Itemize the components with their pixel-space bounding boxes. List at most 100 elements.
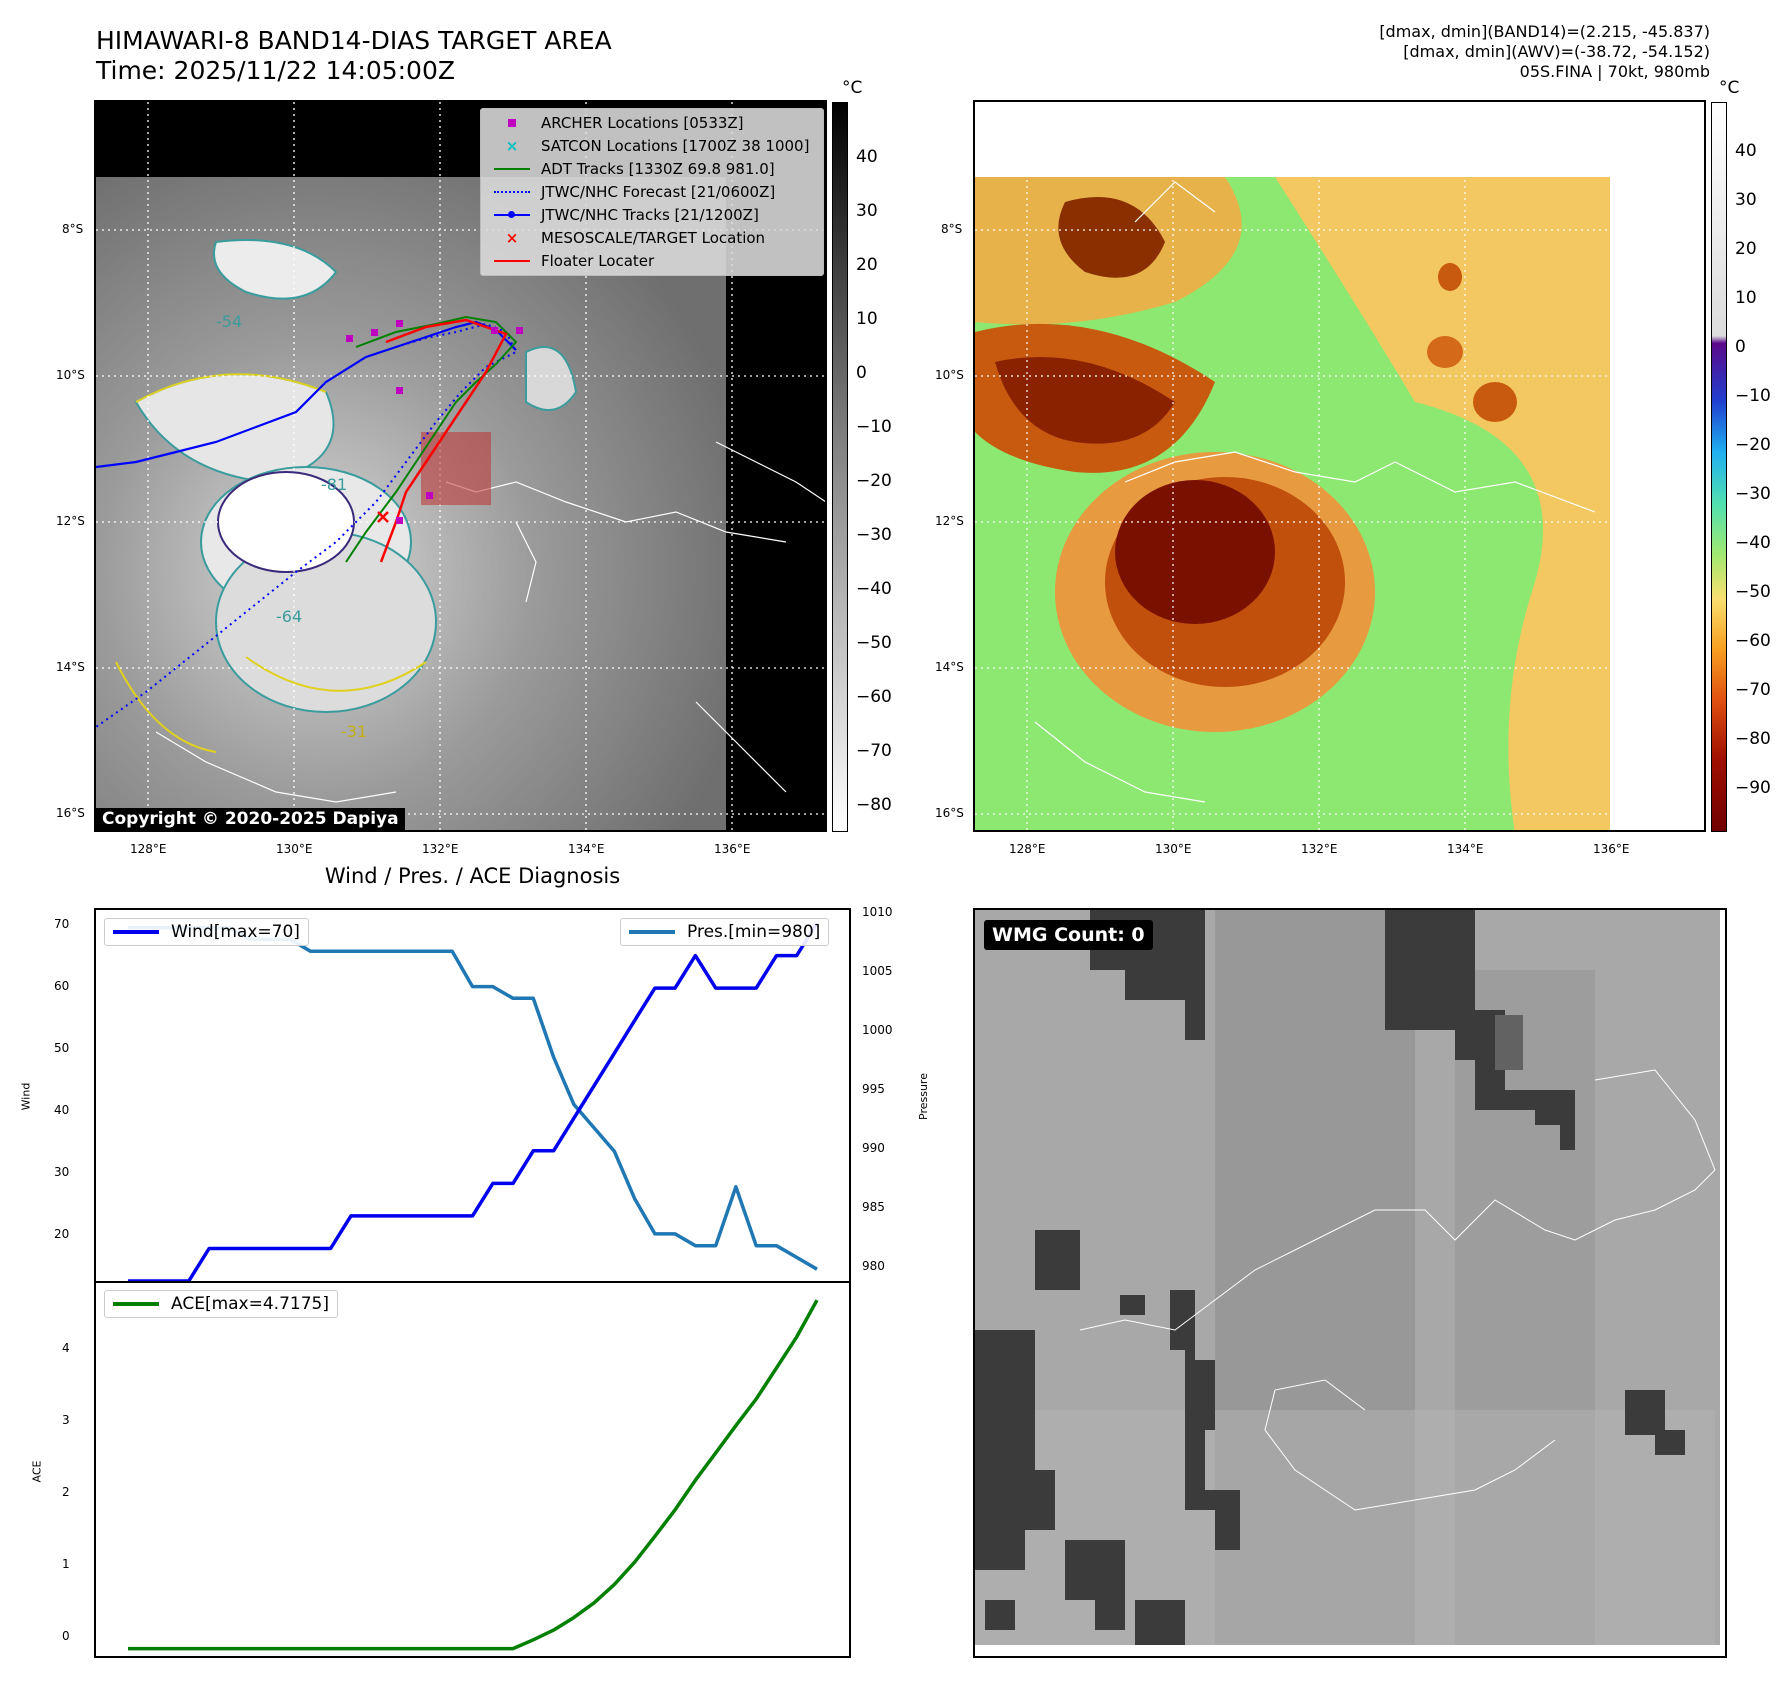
colorbar-tick: −90: [1735, 778, 1771, 798]
ir-color-map: [973, 100, 1706, 832]
pressure-legend: Pres.[min=980]: [620, 918, 830, 946]
colorbar-tick: −10: [856, 417, 892, 437]
wind-series-line: [128, 922, 819, 1281]
wind-axis-label: Wind: [19, 1082, 33, 1111]
title-line-1: HIMAWARI-8 BAND14-DIAS TARGET AREA: [96, 26, 612, 55]
lon-tick: 134°E: [568, 842, 605, 856]
legend-item-archer: ARCHER Locations [0533Z]: [493, 112, 744, 134]
lat-tick: 16°S: [935, 806, 964, 820]
pressure-tick: 1010: [862, 905, 893, 919]
lat-tick: 8°S: [941, 222, 963, 236]
square-marker-icon: [493, 113, 531, 133]
legend-label-target: MESOSCALE/TARGET Location: [541, 229, 766, 247]
colorbar-tick: 20: [856, 255, 878, 275]
archer-markers: [346, 320, 523, 524]
colorbar-tick: 10: [1735, 288, 1757, 308]
color-map-image: [975, 102, 1704, 830]
ace-panel: [94, 1281, 851, 1658]
colorbar-tick: −10: [1735, 386, 1771, 406]
info-line-2: [dmax, dmin](AWV)=(-38.72, -54.152): [1403, 42, 1710, 61]
legend-label-adt: ADT Tracks [1330Z 69.8 981.0]: [541, 160, 775, 178]
title-line-2: Time: 2025/11/22 14:05:00Z: [96, 56, 455, 85]
wind-pressure-plot: [128, 922, 819, 1281]
pressure-tick: 990: [862, 1141, 885, 1155]
ace-legend-label: ACE[max=4.7175]: [171, 1294, 329, 1314]
lon-tick: 132°E: [1301, 842, 1338, 856]
lat-tick: 14°S: [935, 660, 964, 674]
colorbar-tick: −20: [856, 471, 892, 491]
legend-item-target: × MESOSCALE/TARGET Location: [493, 227, 765, 249]
legend-item-jtwc-tracks: JTWC/NHC Tracks [21/1200Z]: [493, 204, 759, 226]
legend-label-forecast: JTWC/NHC Forecast [21/0600Z]: [541, 183, 776, 201]
legend-label-jtwc-tracks: JTWC/NHC Tracks [21/1200Z]: [541, 206, 759, 224]
colorbar-tick: −60: [856, 687, 892, 707]
copyright-badge: Copyright © 2020-2025 Dapiya: [96, 808, 405, 830]
colorbar-tick: 30: [1735, 190, 1757, 210]
lat-tick: 12°S: [56, 514, 85, 528]
colorbar-tick: −50: [856, 633, 892, 653]
colorbar-tick: 20: [1735, 239, 1757, 259]
line-marker-icon: [493, 251, 531, 271]
colorbar-tick: −20: [1735, 435, 1771, 455]
x-marker-icon: ×: [505, 137, 519, 155]
ace-axis-label: ACE: [30, 1460, 44, 1483]
wind-tick: 70: [54, 917, 70, 931]
ace-tick: 1: [62, 1557, 70, 1571]
target-location-marker: [377, 511, 389, 523]
figure-title: HIMAWARI-8 BAND14-DIAS TARGET AREA Time:…: [96, 26, 612, 86]
diagnosis-title: Wind / Pres. / ACE Diagnosis: [324, 864, 621, 888]
dotted-line-icon: [493, 182, 531, 202]
lat-tick: 10°S: [56, 368, 85, 382]
colorbar-tick: −30: [856, 525, 892, 545]
colorbar-tick: −40: [1735, 533, 1771, 553]
colorbar-tick: −80: [1735, 729, 1771, 749]
wind-line-icon: [113, 930, 159, 934]
line-dot-icon: [493, 205, 531, 225]
contour-label-1: -81: [321, 475, 347, 494]
colorbar-tick: −60: [1735, 631, 1771, 651]
lat-tick: 12°S: [935, 514, 964, 528]
ace-tick: 0: [62, 1629, 70, 1643]
ace-tick: 3: [62, 1413, 70, 1427]
lon-tick: 136°E: [714, 842, 751, 856]
legend-item-adt: ADT Tracks [1330Z 69.8 981.0]: [493, 158, 775, 180]
colorbar-tick: 40: [856, 147, 878, 167]
lon-tick: 128°E: [130, 842, 167, 856]
color-gridlines: [975, 102, 1704, 830]
legend-item-forecast: JTWC/NHC Forecast [21/0600Z]: [493, 181, 775, 203]
colorbar-tick: 30: [856, 201, 878, 221]
pressure-tick: 980: [862, 1259, 885, 1273]
contour-label-3: -31: [341, 722, 367, 741]
wind-legend: Wind[max=70]: [104, 918, 309, 946]
pressure-tick: 1000: [862, 1023, 893, 1037]
line-marker-icon: [493, 159, 531, 179]
lon-tick: 130°E: [1155, 842, 1192, 856]
pressure-line-icon: [629, 930, 675, 934]
intensity-info: [dmax, dmin](BAND14)=(2.215, -45.837) [d…: [1379, 22, 1710, 82]
ace-legend: ACE[max=4.7175]: [104, 1290, 338, 1318]
info-line-3: 05S.FINA | 70kt, 980mb: [1519, 62, 1710, 81]
colorbar-tick: −50: [1735, 582, 1771, 602]
legend-item-satcon: × SATCON Locations [1700Z 38 1000]: [493, 135, 810, 157]
ace-tick: 2: [62, 1485, 70, 1499]
left-colorbar: [832, 102, 848, 832]
lon-tick: 134°E: [1447, 842, 1484, 856]
wind-tick: 20: [54, 1227, 70, 1241]
legend-label-floater: Floater Locater: [541, 252, 655, 270]
ir-map-image: -81 -64 -31 -54: [96, 102, 825, 830]
colorbar-tick: −30: [1735, 484, 1771, 504]
ace-plot: [128, 1299, 819, 1651]
colorbar-tick: 10: [856, 309, 878, 329]
colorbar-tick: 0: [1735, 337, 1746, 357]
x-marker-icon: ×: [505, 229, 519, 247]
pressure-tick: 995: [862, 1082, 885, 1096]
colorbar-tick: −70: [1735, 680, 1771, 700]
legend-label-satcon: SATCON Locations [1700Z 38 1000]: [541, 137, 810, 155]
lat-tick: 10°S: [935, 368, 964, 382]
colorbar-tick: −80: [856, 795, 892, 815]
pressure-axis-label: Pressure: [916, 1073, 930, 1120]
left-colorbar-unit: °C: [842, 78, 863, 98]
wmg-count-badge: WMG Count: 0: [984, 920, 1153, 950]
floater-locator-line: [379, 318, 508, 563]
pressure-tick: 985: [862, 1200, 885, 1214]
